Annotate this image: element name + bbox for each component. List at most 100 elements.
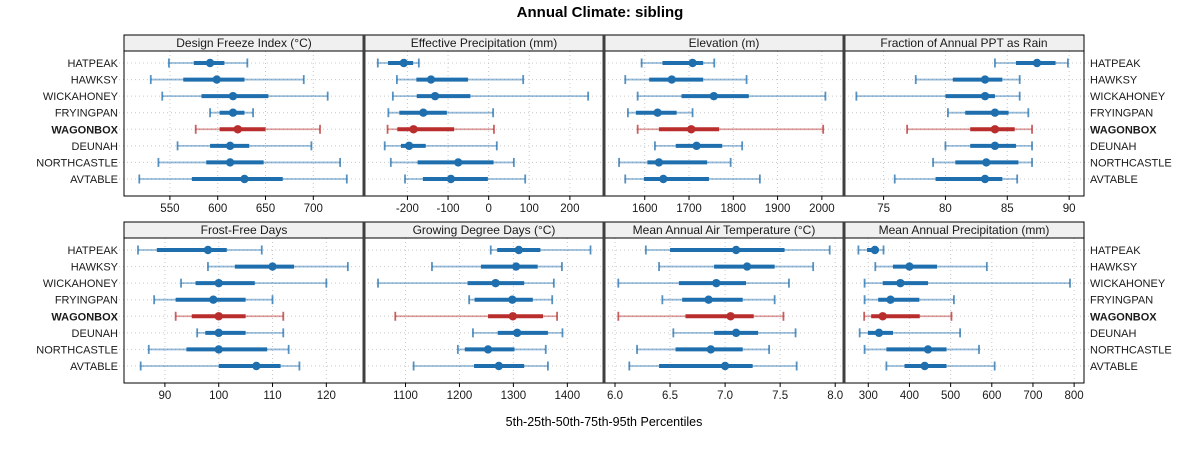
- station-label-right: AVTABLE: [1090, 174, 1138, 186]
- panel-strip: [844, 35, 1084, 51]
- panel-area: [604, 238, 844, 383]
- x-tick-label: 90: [1063, 203, 1076, 215]
- x-tick-label: 1300: [501, 390, 527, 402]
- median-dot: [731, 328, 741, 338]
- station-label-right: NORTHCASTLE: [1090, 157, 1172, 169]
- x-tick-label: -200: [396, 203, 419, 215]
- strip-title: Mean Annual Air Temperature (°C): [633, 223, 816, 237]
- median-dot: [508, 312, 518, 321]
- median-dot: [214, 345, 223, 354]
- median-dot: [878, 312, 887, 321]
- panel-divider: [842, 222, 846, 383]
- median-dot: [1032, 58, 1042, 68]
- x-tick-label: 300: [859, 390, 878, 402]
- median-dot: [709, 91, 719, 101]
- x-tick-label: 400: [900, 390, 919, 402]
- panel-divider: [842, 35, 846, 196]
- median-dot: [720, 361, 730, 371]
- panel-strip: [124, 35, 364, 51]
- panel-strip: [604, 35, 844, 51]
- median-dot: [454, 158, 463, 167]
- station-label-left: AVTABLE: [70, 174, 118, 186]
- panel-strip: [124, 222, 364, 238]
- median-dot: [704, 295, 713, 304]
- median-dot: [214, 278, 223, 288]
- panel-divider: [602, 35, 606, 196]
- station-label-left: WAGONBOX: [51, 124, 118, 136]
- median-dot: [430, 91, 440, 101]
- x-tick-label: 100: [520, 203, 539, 215]
- median-dot: [896, 278, 905, 288]
- median-dot: [920, 361, 929, 371]
- strip-title: Elevation (m): [689, 36, 760, 50]
- station-label-right: FRYINGPAN: [1090, 295, 1153, 307]
- median-dot: [980, 174, 990, 184]
- station-label-left: FRYINGPAN: [55, 295, 118, 307]
- x-tick-label: 600: [982, 390, 1001, 402]
- strip-title: Growing Degree Days (°C): [413, 223, 556, 237]
- panel-divider: [602, 222, 606, 383]
- median-dot: [446, 174, 456, 184]
- median-dot: [252, 361, 261, 371]
- x-tick-label: 7.0: [717, 390, 733, 402]
- median-dot: [419, 108, 428, 117]
- x-tick-label: 1200: [447, 390, 473, 402]
- panel-divider: [362, 35, 366, 196]
- station-label-right: WICKAHONEY: [1090, 278, 1166, 290]
- x-tick-label: 1100: [393, 390, 418, 402]
- x-tick-label: 110: [263, 390, 281, 402]
- chart-title: Annual Climate: sibling: [516, 4, 684, 21]
- median-dot: [399, 58, 408, 68]
- station-label-left: DEUNAH: [72, 328, 119, 340]
- station-label-right: WAGONBOX: [1090, 124, 1157, 136]
- station-label-right: HAWKSY: [1090, 75, 1138, 87]
- station-label-left: WAGONBOX: [51, 311, 118, 323]
- axis-caption: 5th-25th-50th-75th-95th Percentiles: [505, 415, 703, 429]
- median-dot: [483, 345, 493, 354]
- median-dot: [205, 58, 215, 68]
- median-dot: [990, 108, 1000, 117]
- x-tick-label: 80: [939, 203, 952, 215]
- station-label-right: FRYINGPAN: [1090, 108, 1153, 120]
- median-dot: [494, 361, 504, 371]
- station-label-right: HATPEAK: [1090, 245, 1141, 257]
- station-label-left: HAWKSY: [71, 262, 119, 274]
- median-dot: [508, 295, 517, 304]
- x-tick-label: 1700: [676, 203, 702, 215]
- median-dot: [990, 125, 1000, 134]
- median-dot: [268, 262, 277, 271]
- station-label-left: FRYINGPAN: [55, 108, 118, 120]
- station-label-left: AVTABLE: [70, 361, 118, 373]
- x-tick-label: 200: [560, 203, 579, 215]
- x-tick-label: 700: [304, 203, 323, 215]
- station-label-left: NORTHCASTLE: [36, 157, 118, 169]
- median-dot: [667, 75, 676, 84]
- median-dot: [214, 328, 223, 338]
- panel-strip: [844, 222, 1084, 238]
- median-dot: [980, 91, 990, 101]
- median-dot: [514, 245, 523, 255]
- station-label-right: HATPEAK: [1090, 58, 1141, 70]
- panel-divider: [362, 222, 366, 383]
- median-dot: [706, 345, 715, 354]
- x-tick-label: 75: [877, 203, 890, 215]
- panel-area: [604, 51, 844, 196]
- station-label-left: HATPEAK: [67, 245, 118, 257]
- median-dot: [511, 262, 521, 271]
- strip-title: Mean Annual Precipitation (mm): [879, 223, 1050, 237]
- panel-area: [364, 238, 604, 383]
- x-tick-label: 1400: [555, 390, 581, 402]
- median-dot: [228, 108, 238, 117]
- median-dot: [980, 75, 990, 84]
- median-dot: [654, 158, 664, 167]
- median-dot: [692, 141, 701, 151]
- x-tick-label: 500: [941, 390, 960, 402]
- x-tick-label: 6.5: [662, 390, 678, 402]
- x-tick-label: 700: [1023, 390, 1042, 402]
- median-dot: [214, 312, 223, 321]
- median-dot: [225, 158, 235, 167]
- x-tick-label: 85: [1001, 203, 1014, 215]
- x-tick-label: 800: [1065, 390, 1084, 402]
- station-label-right: WICKAHONEY: [1090, 91, 1166, 103]
